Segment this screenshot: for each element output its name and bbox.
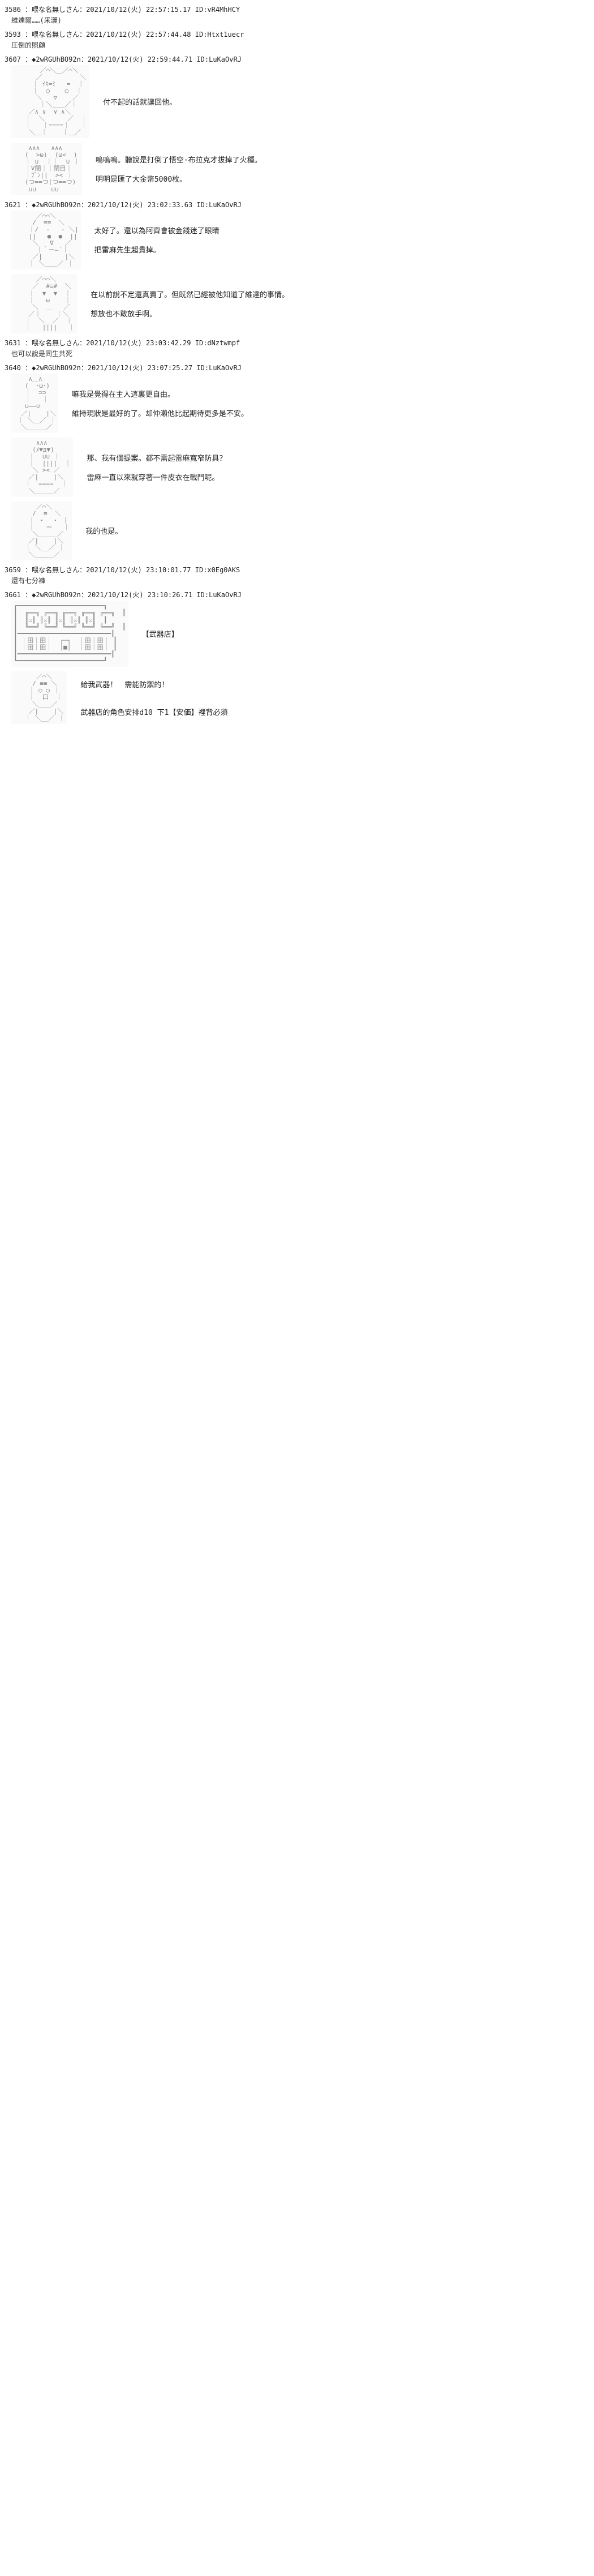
- post-body: ／⌒＼＿／⌒＼ ／ ＼ ｜ ｲｷ=ﾐ = ｜ ｜ ○ ○ ｜ ＼ ▽ ／ ｜＼＿…: [5, 65, 589, 138]
- post: 3586 ：喂な名無しさん：2021/10/12(火) 22:57:15.17 …: [5, 5, 589, 25]
- post-text: 也可以說是同生共死: [11, 349, 589, 358]
- post: 3593 ：喂な名無しさん：2021/10/12(火) 22:57:44.48 …: [5, 29, 589, 50]
- post-header: 3607 ：◆2wRGUhBO92n：2021/10/12(火) 22:59:4…: [5, 54, 589, 64]
- dialogue-text: 嘛我是覺得在主人這裏更自由。維持現狀是最好的了。却仲瀨他比起期待更多是不安。: [72, 388, 248, 418]
- aa-row: ┏━━━━━━━━━━━━━━━━━━━━━━━┓ ┃ ╔══╗ ╔══╗ ╔═…: [11, 601, 589, 667]
- post-body: ／⌒＼ / ≡≡ ＼ ｜ ○ ○ ｜ ｜ 口 ｜ ＼＿＿／ ／| |＼ ｜ ＼_…: [5, 671, 589, 724]
- post-header: 3640 ：◆2wRGUhBO92n：2021/10/12(火) 23:07:2…: [5, 363, 589, 372]
- post-header: 3661 ：◆2wRGUhBO92n：2021/10/12(火) 23:10:2…: [5, 590, 589, 599]
- dialogue-text: 那、我有個提案。都不需起雷麻寬窄防具？雷麻一直以來就穿著一件皮衣在戰鬥呢。: [87, 452, 226, 482]
- post: ／⌒＼ / ≡ ＼ ｜ ・ ・ ｜ ｜ ー ｜ ＼＿＿＿／ ／| |＼ ｜ ＼_…: [5, 502, 589, 561]
- ascii-art: ┏━━━━━━━━━━━━━━━━━━━━━━━┓ ┃ ╔══╗ ╔══╗ ╔═…: [11, 601, 128, 667]
- post-header: 3586 ：喂な名無しさん：2021/10/12(火) 22:57:15.17 …: [5, 5, 589, 14]
- post-body: ／⌒⌒＼ / ≡≡ ＼ ｜/ - - ＼| || ● ● || ＼ ∇ ／ ｜｀…: [5, 211, 589, 270]
- post-text: 還有七分褲: [11, 576, 589, 585]
- dialogue-text: 我的也是。: [85, 525, 122, 536]
- post: ／⌒＼ / ≡≡ ＼ ｜ ○ ○ ｜ ｜ 口 ｜ ＼＿＿／ ／| |＼ ｜ ＼_…: [5, 671, 589, 724]
- post-body: 也可以說是同生共死: [5, 349, 589, 358]
- post-header: 3659 ：喂な名無しさん：2021/10/12(火) 23:10:01.77 …: [5, 565, 589, 575]
- post-body: ∧∧∧ ∧∧∧ ( >ω) (ω< ) ｜ ∪ ｜｜ ∪ ｜ ｜V閉｜｜閉目｜ …: [5, 143, 589, 195]
- aa-row: ／⌒⌒＼ / ≡≡ ＼ ｜/ - - ＼| || ● ● || ＼ ∇ ／ ｜｀…: [11, 211, 589, 270]
- post: 3621 ：◆2wRGUhBO92n：2021/10/12(火) 23:02:3…: [5, 200, 589, 270]
- post-body: ／⌒⌒＼ ／ #≡# ＼ ｜ ▼ ▼ ｜ ｜ ω ｜ ＼ ＿ ／ ／｜ ｜＼ ｜…: [5, 274, 589, 333]
- post-body: ┏━━━━━━━━━━━━━━━━━━━━━━━┓ ┃ ╔══╗ ╔══╗ ╔═…: [5, 601, 589, 667]
- aa-row: ／⌒⌒＼ ／ #≡# ＼ ｜ ▼ ▼ ｜ ｜ ω ｜ ＼ ＿ ／ ／｜ ｜＼ ｜…: [11, 274, 589, 333]
- post-body: ／⌒＼ / ≡ ＼ ｜ ・ ・ ｜ ｜ ー ｜ ＼＿＿＿／ ／| |＼ ｜ ＼_…: [5, 502, 589, 561]
- ascii-art: ／⌒＼＿／⌒＼ ／ ＼ ｜ ｲｷ=ﾐ = ｜ ｜ ○ ○ ｜ ＼ ▽ ／ ｜＼＿…: [11, 65, 89, 138]
- dialogue-text: 太好了。還以為阿齊會被金錢迷了眼睛把雷麻先生超貴掉。: [94, 225, 219, 255]
- post: 3607 ：◆2wRGUhBO92n：2021/10/12(火) 22:59:4…: [5, 54, 589, 138]
- post-header: 3621 ：◆2wRGUhBO92n：2021/10/12(火) 23:02:3…: [5, 200, 589, 209]
- ascii-art: ／⌒＼ / ≡ ＼ ｜ ・ ・ ｜ ｜ ー ｜ ＼＿＿＿／ ／| |＼ ｜ ＼_…: [11, 502, 72, 561]
- aa-row: ∧∧∧ (ﾒ▼д▼) ｜ ∪∪ ｜ ｜ |||| ｜ ＼ >< ／ ／| |＼ …: [11, 438, 589, 497]
- ascii-art: ∧∧∧ ∧∧∧ ( >ω) (ω< ) ｜ ∪ ｜｜ ∪ ｜ ｜V閉｜｜閉目｜ …: [11, 143, 82, 195]
- post: 3640 ：◆2wRGUhBO92n：2021/10/12(火) 23:07:2…: [5, 363, 589, 433]
- aa-row: ∧＿∧ ( ･ω･) ｜ ⊃⊃ ｜ ｜ ∪――∪ ／| |＼ ｜ ＼＿／ ｜ ＼…: [11, 374, 589, 433]
- ascii-art: ／⌒⌒＼ ／ #≡# ＼ ｜ ▼ ▼ ｜ ｜ ω ｜ ＼ ＿ ／ ／｜ ｜＼ ｜…: [11, 274, 77, 333]
- aa-row: ／⌒＼ / ≡ ＼ ｜ ・ ・ ｜ ｜ ー ｜ ＼＿＿＿／ ／| |＼ ｜ ＼_…: [11, 502, 589, 561]
- ascii-art: ／⌒＼ / ≡≡ ＼ ｜ ○ ○ ｜ ｜ 口 ｜ ＼＿＿／ ／| |＼ ｜ ＼_…: [11, 671, 67, 724]
- post: 3661 ：◆2wRGUhBO92n：2021/10/12(火) 23:10:2…: [5, 590, 589, 667]
- post: ／⌒⌒＼ ／ #≡# ＼ ｜ ▼ ▼ ｜ ｜ ω ｜ ＼ ＿ ／ ／｜ ｜＼ ｜…: [5, 274, 589, 333]
- post-text: 圧倒的照顧: [11, 40, 589, 50]
- post: 3659 ：喂な名無しさん：2021/10/12(火) 23:10:01.77 …: [5, 565, 589, 585]
- dialogue-text: 給我武器！ 需能防禦的！武器店的角色安排d10 下1【安価】裡背必須: [80, 679, 227, 717]
- dialogue-text: 嗚嗚嗚。聽說是打倒了悟空·布拉克才拔掉了火種。明明是匯了大金幣5000枚。: [96, 154, 262, 184]
- aa-row: ∧∧∧ ∧∧∧ ( >ω) (ω< ) ｜ ∪ ｜｜ ∪ ｜ ｜V閉｜｜閉目｜ …: [11, 143, 589, 195]
- aa-row: ／⌒＼ / ≡≡ ＼ ｜ ○ ○ ｜ ｜ 口 ｜ ＼＿＿／ ／| |＼ ｜ ＼_…: [11, 671, 589, 724]
- aa-row: ／⌒＼＿／⌒＼ ／ ＼ ｜ ｲｷ=ﾐ = ｜ ｜ ○ ○ ｜ ＼ ▽ ／ ｜＼＿…: [11, 65, 589, 138]
- dialogue-text: 付不起的話就讓回他。: [103, 96, 177, 107]
- ascii-art: ∧＿∧ ( ･ω･) ｜ ⊃⊃ ｜ ｜ ∪――∪ ／| |＼ ｜ ＼＿／ ｜ ＼…: [11, 374, 58, 433]
- post-text: 維達爾……(釆灑): [11, 15, 589, 25]
- post-header: 3593 ：喂な名無しさん：2021/10/12(火) 22:57:44.48 …: [5, 29, 589, 39]
- post: ∧∧∧ (ﾒ▼д▼) ｜ ∪∪ ｜ ｜ |||| ｜ ＼ >< ／ ／| |＼ …: [5, 438, 589, 497]
- post-body: 圧倒的照顧: [5, 40, 589, 50]
- post-header: 3631 ：喂な名無しさん：2021/10/12(火) 23:03:42.29 …: [5, 338, 589, 348]
- dialogue-text: 【武器店】: [142, 628, 179, 639]
- post: ∧∧∧ ∧∧∧ ( >ω) (ω< ) ｜ ∪ ｜｜ ∪ ｜ ｜V閉｜｜閉目｜ …: [5, 143, 589, 195]
- post: 3631 ：喂な名無しさん：2021/10/12(火) 23:03:42.29 …: [5, 338, 589, 358]
- post-body: ∧∧∧ (ﾒ▼д▼) ｜ ∪∪ ｜ ｜ |||| ｜ ＼ >< ／ ／| |＼ …: [5, 438, 589, 497]
- post-body: 維達爾……(釆灑): [5, 15, 589, 25]
- ascii-art: ∧∧∧ (ﾒ▼д▼) ｜ ∪∪ ｜ ｜ |||| ｜ ＼ >< ／ ／| |＼ …: [11, 438, 73, 497]
- post-body: 還有七分褲: [5, 576, 589, 585]
- post-body: ∧＿∧ ( ･ω･) ｜ ⊃⊃ ｜ ｜ ∪――∪ ／| |＼ ｜ ＼＿／ ｜ ＼…: [5, 374, 589, 433]
- ascii-art: ／⌒⌒＼ / ≡≡ ＼ ｜/ - - ＼| || ● ● || ＼ ∇ ／ ｜｀…: [11, 211, 81, 270]
- dialogue-text: 在以前說不定還真賣了。但既然已經被他知道了維達的事情。想放也不敢放手啊。: [91, 289, 289, 319]
